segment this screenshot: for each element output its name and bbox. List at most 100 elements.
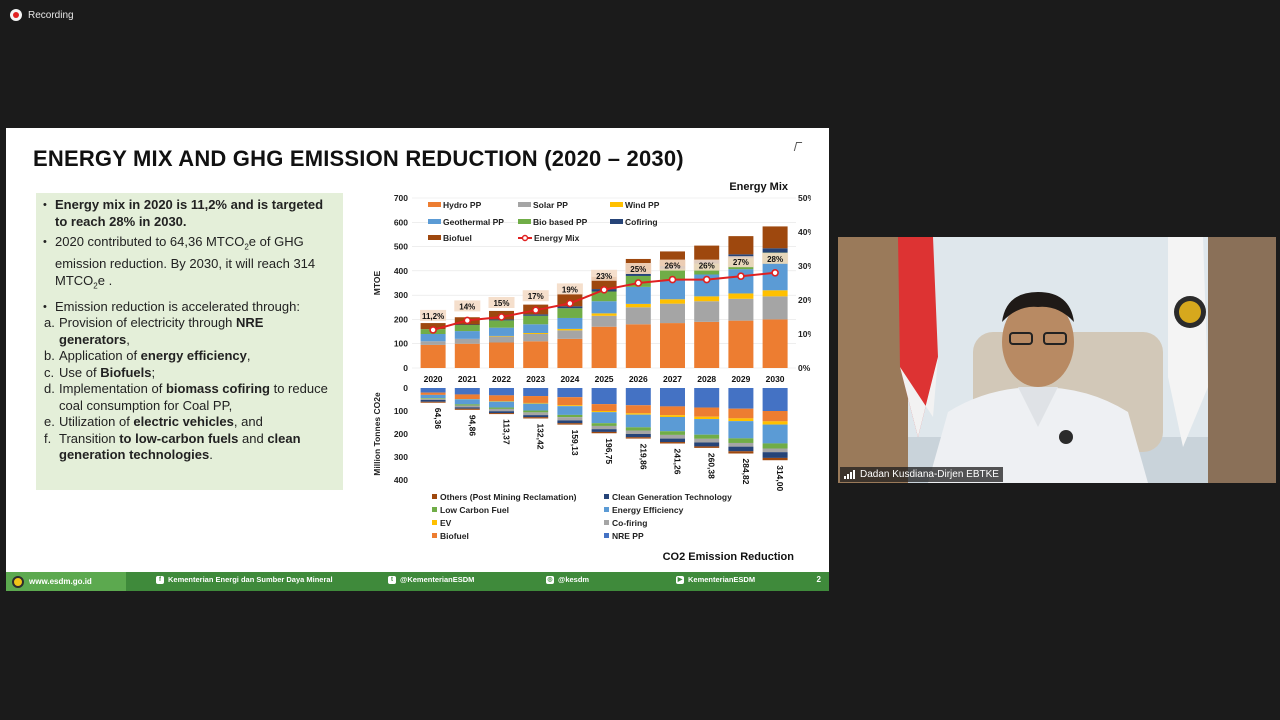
energy-bar-segment (591, 291, 617, 302)
emission-bar-segment (762, 448, 788, 453)
emission-total-label: 132,42 (536, 423, 546, 449)
y-tick-label: 600 (394, 217, 408, 227)
legend-swatch (428, 202, 441, 207)
legend-swatch (428, 235, 441, 240)
energy-bar-segment (489, 342, 514, 368)
bullet-emission-reduction: Emission reduction is accelerated throug… (42, 299, 337, 316)
y2-tick-label: 0% (798, 363, 811, 373)
energy-bar-segment (762, 226, 788, 249)
shared-slide: ENERGY MIX AND GHG EMISSION REDUCTION (2… (6, 128, 829, 591)
mix-label-bg (762, 252, 789, 264)
emission-bar-segment (762, 452, 788, 458)
energy-bar-segment (728, 320, 754, 368)
mix-label-bg (420, 309, 447, 321)
energy-bar-segment (454, 331, 480, 339)
emission-bar-segment (625, 430, 651, 434)
bullet-energy-mix: Energy mix in 2020 is 11,2% and is targe… (42, 197, 337, 230)
emission-bar-segment (660, 442, 685, 444)
energy-mix-point (531, 306, 540, 314)
mouse-cursor-icon (793, 142, 803, 151)
legend-label: Biofuel (440, 531, 469, 541)
y-tick-label: 400 (394, 475, 408, 485)
emission-total-label: 314,00 (775, 465, 785, 491)
legend-label: Energy Efficiency (612, 505, 684, 515)
energy-bar-segment (694, 296, 720, 302)
emission-bar-segment (523, 417, 549, 419)
year-label: 2028 (697, 374, 716, 384)
site-url: www.esdm.go.id (29, 577, 92, 586)
emission-total-label: 159,13 (570, 430, 580, 456)
emission-total-label: 94,86 (467, 415, 477, 437)
y-tick-label: 200 (394, 429, 408, 439)
legend-label: Bio based PP (533, 217, 588, 227)
recording-indicator: Recording (10, 9, 74, 21)
slide-title: ENERGY MIX AND GHG EMISSION REDUCTION (2… (33, 146, 684, 171)
twitter-icon: t (388, 575, 396, 584)
legend-label: Solar PP (533, 200, 568, 210)
emission-bar-segment (489, 395, 514, 402)
legend-swatch (432, 494, 437, 499)
legend-swatch (604, 507, 609, 512)
sub-item: c. Use of Biofuels; (44, 364, 156, 380)
legend-swatch (604, 494, 609, 499)
energy-bar-segment (489, 336, 514, 343)
legend-line-marker (521, 234, 529, 242)
emission-bar-segment (523, 388, 549, 397)
emission-bar-segment (728, 446, 754, 452)
energy-bar-segment (557, 308, 583, 318)
energy-mix-point (566, 299, 574, 308)
emission-bar-segment (625, 437, 651, 439)
emission-bar-segment (489, 411, 514, 414)
y-tick-label: 300 (394, 452, 408, 462)
year-label: 2021 (458, 374, 477, 384)
emission-bar-segment (420, 398, 446, 400)
emission-bar-segment (762, 388, 788, 411)
footer-twitter: t @KementerianESDM (388, 575, 474, 584)
emission-bar-segment (625, 413, 651, 415)
emission-total-label: 113,37 (502, 419, 512, 445)
emission-bar-segment (728, 451, 754, 454)
emission-bar-segment (625, 405, 651, 414)
mix-label: 14% (459, 302, 475, 311)
y-tick-label: 100 (394, 339, 408, 349)
emission-bar-segment (591, 425, 617, 430)
legend-label: Clean Generation Technology (612, 492, 732, 502)
emission-bar-segment (489, 413, 514, 415)
legend-swatch (432, 520, 437, 525)
emission-bar-segment (420, 388, 446, 393)
energy-bar-segment (660, 323, 685, 368)
footer-facebook: f Kementerian Energi dan Sumber Daya Mine… (156, 575, 333, 584)
legend-label: Co-firing (612, 518, 647, 528)
energy-mix-point (429, 326, 437, 334)
energy-mix-point (737, 272, 745, 280)
mix-label-bg (693, 259, 720, 271)
energy-bar-segment (420, 344, 446, 368)
mix-label-bg (591, 269, 618, 281)
emission-bar-segment (489, 388, 514, 396)
legend-label: EV (440, 518, 452, 528)
footer-youtube: ▶ KementerianESDM (676, 575, 756, 584)
energy-bar-segment (660, 268, 685, 280)
emission-bar-segment (557, 414, 583, 418)
recording-label: Recording (28, 9, 74, 21)
energy-bar-segment (523, 333, 549, 334)
y-axis-label: MTOE (372, 270, 382, 295)
emission-bar-segment (625, 434, 651, 438)
energy-bar-segment (420, 341, 446, 345)
legend-swatch (432, 507, 437, 512)
emission-bar-segment (420, 399, 446, 402)
y-tick-label: 100 (394, 406, 408, 416)
energy-bar-segment (762, 248, 788, 253)
page-number: 2 (816, 575, 821, 584)
emission-bar-segment (420, 398, 446, 399)
emission-total-label: 196,75 (604, 438, 614, 464)
emission-bar-segment (489, 401, 514, 408)
emission-bar-segment (694, 434, 720, 439)
emission-bar-segment (557, 405, 583, 407)
emission-bar-segment (591, 411, 617, 413)
emission-total-label: 64,36 (433, 408, 443, 430)
bullet-panel: Energy mix in 2020 is 11,2% and is targe… (36, 193, 343, 490)
participant-video[interactable]: Dadan Kusdiana-Dirjen EBTKE (838, 237, 1276, 483)
energy-bar-segment (454, 343, 480, 368)
energy-bar-segment (591, 326, 617, 368)
